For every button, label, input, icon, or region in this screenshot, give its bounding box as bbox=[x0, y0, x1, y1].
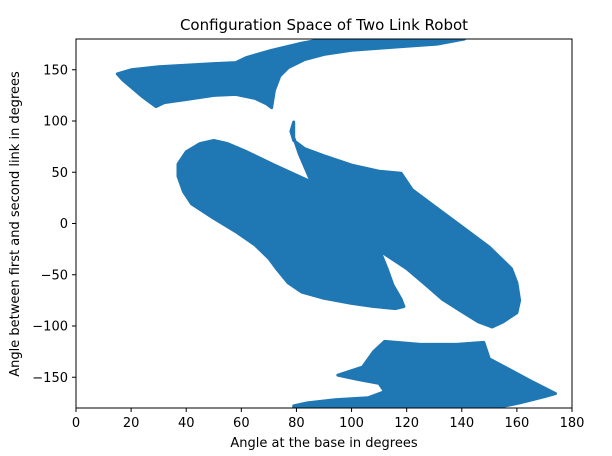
chart-title: Configuration Space of Two Link Robot bbox=[180, 16, 468, 34]
x-tick-label: 140 bbox=[449, 416, 474, 431]
y-tick-label: 150 bbox=[43, 63, 68, 78]
y-tick-label: 0 bbox=[60, 217, 68, 232]
x-tick-label: 100 bbox=[339, 416, 364, 431]
config-region-middle-right bbox=[289, 120, 522, 329]
x-tick-label: 180 bbox=[560, 416, 585, 431]
x-axis-label: Angle at the base in degrees bbox=[230, 436, 417, 451]
y-axis-label: Angle between first and second link in d… bbox=[8, 71, 23, 377]
axes: 0 20 40 60 80 100 120 140 160 180 −150 −100 −50 0 50 10… bbox=[32, 38, 585, 431]
y-tick-label: −50 bbox=[41, 268, 68, 283]
x-tick-label: 0 bbox=[72, 416, 80, 431]
x-tick-label: 160 bbox=[504, 416, 529, 431]
y-tick-label: 50 bbox=[51, 166, 68, 181]
x-tick-label: 60 bbox=[233, 416, 250, 431]
config-region-middle-left bbox=[176, 139, 406, 311]
x-tick-label: 40 bbox=[178, 416, 195, 431]
y-tick-label: −150 bbox=[32, 371, 68, 386]
config-region-top-band bbox=[115, 39, 466, 110]
y-tick-label: 100 bbox=[43, 115, 68, 130]
x-tick-label: 120 bbox=[394, 416, 419, 431]
x-tick-label: 20 bbox=[123, 416, 140, 431]
x-tick-label: 80 bbox=[288, 416, 305, 431]
y-tick-label: −100 bbox=[32, 320, 68, 335]
config-region-bottom-band bbox=[292, 339, 557, 408]
data-regions bbox=[115, 39, 557, 408]
